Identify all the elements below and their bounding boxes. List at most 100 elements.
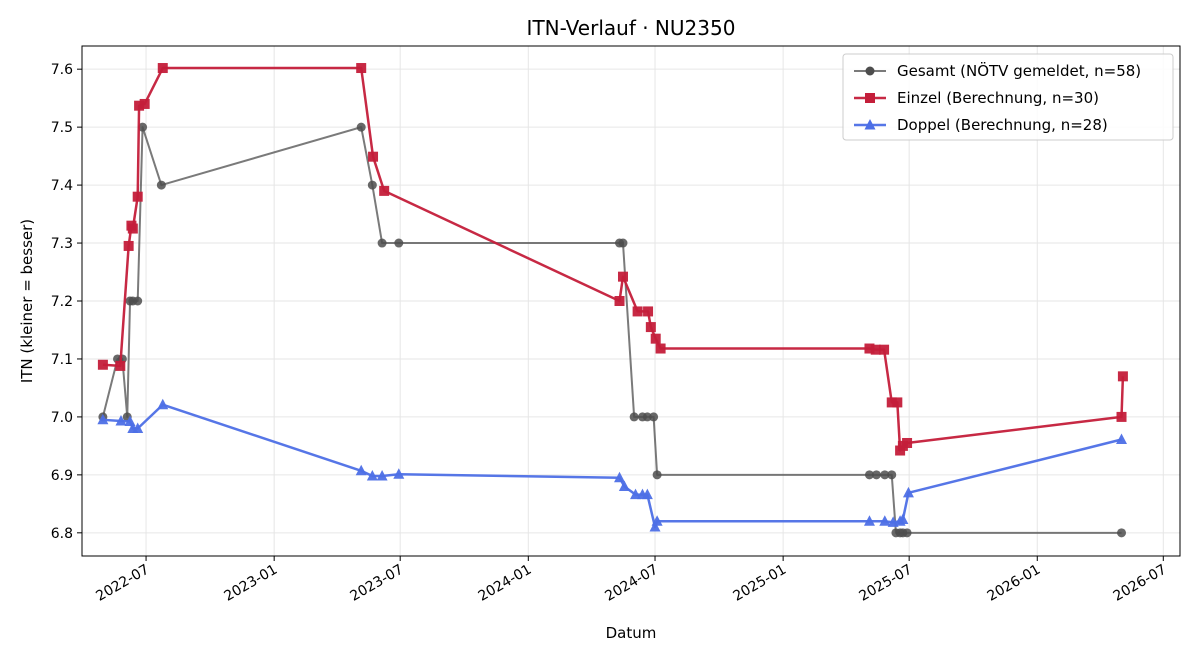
chart-title: ITN-Verlauf · NU2350 bbox=[527, 16, 736, 40]
data-point bbox=[115, 414, 127, 426]
y-tick-label: 7.5 bbox=[51, 120, 73, 136]
data-point bbox=[356, 122, 366, 132]
data-point bbox=[376, 470, 388, 481]
data-point bbox=[132, 422, 144, 433]
x-tick-label: 2025-01 bbox=[730, 562, 789, 605]
data-point bbox=[864, 470, 874, 480]
legend-item: Gesamt (NÖTV gemeldet, n=58) bbox=[854, 61, 1141, 80]
data-point bbox=[887, 470, 897, 480]
y-tick-label: 7.3 bbox=[51, 236, 73, 252]
data-point bbox=[368, 151, 379, 162]
x-tick-label: 2023-01 bbox=[222, 562, 281, 605]
data-point bbox=[97, 359, 108, 370]
data-point bbox=[394, 238, 404, 248]
data-point bbox=[879, 344, 890, 355]
legend-label: Einzel (Berechnung, n=30) bbox=[897, 89, 1099, 107]
data-point bbox=[134, 100, 145, 111]
data-point bbox=[123, 240, 134, 251]
data-point bbox=[156, 180, 166, 190]
data-point bbox=[649, 521, 661, 532]
y-axis: 6.8 6.9 7.0 7.1 7.2 7.3 7.4 7.5 7.6 bbox=[51, 62, 82, 542]
data-point bbox=[393, 468, 405, 479]
y-tick-label: 6.8 bbox=[51, 526, 73, 542]
legend: Gesamt (NÖTV gemeldet, n=58) Einzel (Bere… bbox=[842, 53, 1174, 141]
legend-marker bbox=[865, 66, 875, 76]
x-tick-label: 2026-07 bbox=[1111, 562, 1170, 605]
series-triangle bbox=[97, 398, 1128, 532]
y-tick-label: 7.6 bbox=[51, 62, 73, 78]
data-point bbox=[879, 515, 891, 526]
x-tick-label: 2024-01 bbox=[476, 562, 535, 605]
legend-label: Gesamt (NÖTV gemeldet, n=58) bbox=[897, 61, 1141, 80]
data-point bbox=[614, 471, 626, 483]
legend-marker bbox=[864, 119, 876, 130]
x-tick-label: 2025-07 bbox=[856, 562, 915, 605]
data-point bbox=[366, 470, 378, 481]
data-point bbox=[618, 480, 630, 491]
series-layer bbox=[97, 63, 1128, 538]
series-square bbox=[97, 63, 1128, 456]
series-line bbox=[101, 126, 1122, 534]
data-point bbox=[157, 398, 169, 410]
data-point bbox=[377, 238, 387, 248]
data-point bbox=[617, 271, 628, 282]
data-point bbox=[127, 223, 138, 234]
legend-item: Einzel (Berechnung, n=30) bbox=[854, 89, 1099, 107]
y-tick-label: 7.1 bbox=[51, 352, 73, 368]
data-point bbox=[641, 488, 653, 500]
data-point bbox=[1116, 411, 1127, 422]
data-point bbox=[902, 486, 914, 498]
legend-box bbox=[842, 53, 1174, 141]
y-tick-label: 7.2 bbox=[51, 294, 73, 310]
data-point bbox=[379, 185, 390, 196]
data-point bbox=[902, 528, 912, 538]
data-point bbox=[650, 333, 661, 344]
data-point bbox=[870, 344, 881, 355]
data-point bbox=[651, 515, 663, 526]
data-point bbox=[632, 306, 643, 317]
legend-item: Doppel (Berechnung, n=28) bbox=[854, 116, 1108, 134]
data-point bbox=[115, 360, 126, 371]
data-point bbox=[138, 122, 148, 132]
data-point bbox=[618, 238, 628, 248]
data-point bbox=[629, 412, 639, 422]
data-point bbox=[614, 296, 625, 306]
y-tick-label: 7.4 bbox=[51, 178, 73, 194]
data-point bbox=[1116, 433, 1128, 445]
data-point bbox=[892, 397, 903, 408]
x-tick-label: 2026-01 bbox=[985, 562, 1044, 605]
data-point bbox=[649, 412, 659, 422]
data-point bbox=[655, 343, 666, 354]
legend-label: Doppel (Berechnung, n=28) bbox=[897, 116, 1108, 134]
data-point bbox=[645, 322, 656, 333]
series-line bbox=[102, 403, 1122, 529]
data-point bbox=[356, 63, 367, 74]
data-point bbox=[132, 191, 143, 202]
data-point bbox=[863, 515, 875, 526]
data-point bbox=[864, 343, 875, 354]
data-point bbox=[880, 470, 890, 480]
data-point bbox=[652, 470, 662, 480]
y-axis-label: ITN (kleiner = besser) bbox=[18, 219, 36, 383]
legend-marker bbox=[865, 93, 875, 103]
data-point bbox=[133, 296, 143, 306]
data-point bbox=[97, 413, 109, 425]
data-point bbox=[1117, 371, 1128, 382]
data-point bbox=[642, 412, 652, 422]
data-point bbox=[630, 488, 642, 500]
x-axis: 2022-07 2023-01 2023-07 2024-01 2024-07 2025-… bbox=[93, 556, 1169, 605]
data-point bbox=[643, 306, 654, 317]
data-point bbox=[886, 397, 897, 408]
y-tick-label: 6.9 bbox=[51, 468, 73, 484]
x-tick-label: 2022-07 bbox=[93, 562, 152, 605]
data-point bbox=[902, 437, 913, 448]
y-tick-label: 7.0 bbox=[51, 410, 73, 426]
data-point bbox=[139, 98, 150, 109]
data-point bbox=[1117, 528, 1127, 538]
data-point bbox=[355, 464, 367, 476]
data-point bbox=[157, 63, 168, 74]
x-tick-label: 2024-07 bbox=[602, 562, 661, 605]
x-axis-label: Datum bbox=[606, 624, 657, 642]
data-point bbox=[367, 180, 377, 190]
